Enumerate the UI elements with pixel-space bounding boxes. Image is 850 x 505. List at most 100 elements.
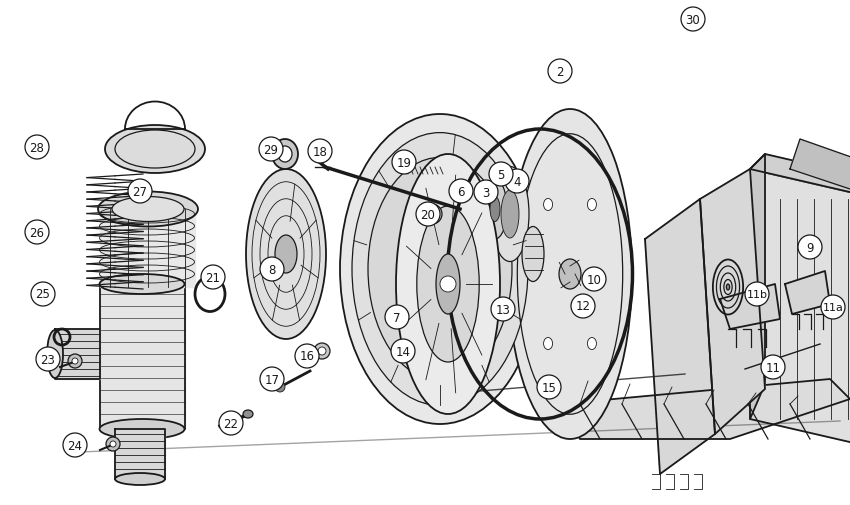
- Ellipse shape: [246, 170, 326, 339]
- Ellipse shape: [501, 190, 519, 238]
- Text: 22: 22: [224, 417, 239, 430]
- Ellipse shape: [559, 260, 581, 289]
- Circle shape: [201, 266, 225, 289]
- Circle shape: [275, 382, 285, 392]
- Ellipse shape: [508, 110, 632, 439]
- Ellipse shape: [352, 133, 528, 406]
- Polygon shape: [55, 329, 100, 379]
- Ellipse shape: [544, 199, 552, 211]
- Text: 12: 12: [575, 300, 591, 313]
- Ellipse shape: [243, 410, 253, 418]
- Text: 15: 15: [541, 381, 557, 394]
- Text: 13: 13: [496, 303, 511, 316]
- Circle shape: [440, 276, 456, 292]
- Text: 11a: 11a: [823, 302, 843, 313]
- Ellipse shape: [112, 197, 184, 222]
- Polygon shape: [750, 155, 765, 419]
- Text: 24: 24: [67, 439, 82, 451]
- Circle shape: [318, 347, 326, 356]
- Circle shape: [391, 339, 415, 363]
- Polygon shape: [750, 155, 850, 199]
- Circle shape: [491, 297, 515, 321]
- Polygon shape: [560, 379, 850, 439]
- Text: 11: 11: [766, 361, 780, 374]
- Text: 27: 27: [133, 185, 148, 198]
- Text: 25: 25: [36, 288, 50, 301]
- Ellipse shape: [416, 207, 479, 362]
- Ellipse shape: [587, 338, 597, 350]
- Circle shape: [25, 221, 49, 244]
- Circle shape: [681, 8, 705, 32]
- Circle shape: [110, 441, 116, 447]
- Circle shape: [821, 295, 845, 319]
- Circle shape: [798, 235, 822, 260]
- Ellipse shape: [278, 147, 292, 163]
- Text: 26: 26: [30, 226, 44, 239]
- Polygon shape: [115, 429, 165, 479]
- Text: 23: 23: [41, 353, 55, 366]
- Circle shape: [25, 136, 49, 160]
- Ellipse shape: [47, 330, 63, 378]
- Circle shape: [260, 367, 284, 391]
- Polygon shape: [700, 170, 765, 434]
- Text: 10: 10: [586, 273, 602, 286]
- Ellipse shape: [544, 338, 552, 350]
- Text: 9: 9: [807, 241, 813, 254]
- Text: 4: 4: [513, 175, 521, 188]
- Circle shape: [422, 205, 442, 225]
- Ellipse shape: [727, 284, 729, 290]
- Polygon shape: [750, 170, 850, 449]
- Circle shape: [489, 163, 513, 187]
- Circle shape: [314, 343, 330, 359]
- Polygon shape: [100, 284, 185, 429]
- Text: 19: 19: [396, 156, 411, 169]
- Text: 7: 7: [394, 311, 400, 324]
- Ellipse shape: [340, 115, 540, 424]
- Circle shape: [385, 306, 409, 329]
- Ellipse shape: [98, 192, 198, 227]
- Circle shape: [392, 150, 416, 175]
- Ellipse shape: [587, 199, 597, 211]
- Ellipse shape: [483, 180, 507, 239]
- Circle shape: [36, 347, 60, 371]
- Circle shape: [449, 180, 473, 204]
- Text: 18: 18: [313, 145, 327, 158]
- Ellipse shape: [275, 235, 297, 274]
- Polygon shape: [645, 199, 715, 474]
- Ellipse shape: [491, 167, 529, 262]
- Polygon shape: [785, 272, 830, 315]
- Text: 3: 3: [482, 186, 490, 199]
- Circle shape: [308, 140, 332, 164]
- Circle shape: [295, 344, 319, 368]
- Text: 2: 2: [556, 65, 564, 78]
- Text: 28: 28: [30, 141, 44, 154]
- Circle shape: [260, 258, 284, 281]
- Circle shape: [31, 282, 55, 307]
- Ellipse shape: [490, 197, 500, 222]
- Ellipse shape: [396, 155, 500, 414]
- Circle shape: [416, 203, 440, 227]
- Circle shape: [63, 433, 87, 457]
- Text: 20: 20: [421, 208, 435, 221]
- Circle shape: [72, 358, 78, 364]
- Ellipse shape: [105, 126, 205, 174]
- Polygon shape: [100, 210, 195, 287]
- Polygon shape: [790, 140, 850, 199]
- Text: 5: 5: [497, 168, 505, 181]
- Circle shape: [259, 138, 283, 162]
- Circle shape: [761, 356, 785, 379]
- Ellipse shape: [99, 274, 184, 294]
- Text: 17: 17: [264, 373, 280, 386]
- Ellipse shape: [436, 255, 460, 315]
- Ellipse shape: [99, 419, 184, 439]
- Text: 29: 29: [264, 143, 279, 156]
- Circle shape: [219, 411, 243, 435]
- Circle shape: [582, 268, 606, 291]
- Text: 8: 8: [269, 263, 275, 276]
- Circle shape: [571, 294, 595, 318]
- Ellipse shape: [272, 140, 298, 170]
- Text: 16: 16: [299, 350, 314, 363]
- Ellipse shape: [115, 473, 165, 485]
- Text: 21: 21: [206, 271, 220, 284]
- Circle shape: [745, 282, 769, 307]
